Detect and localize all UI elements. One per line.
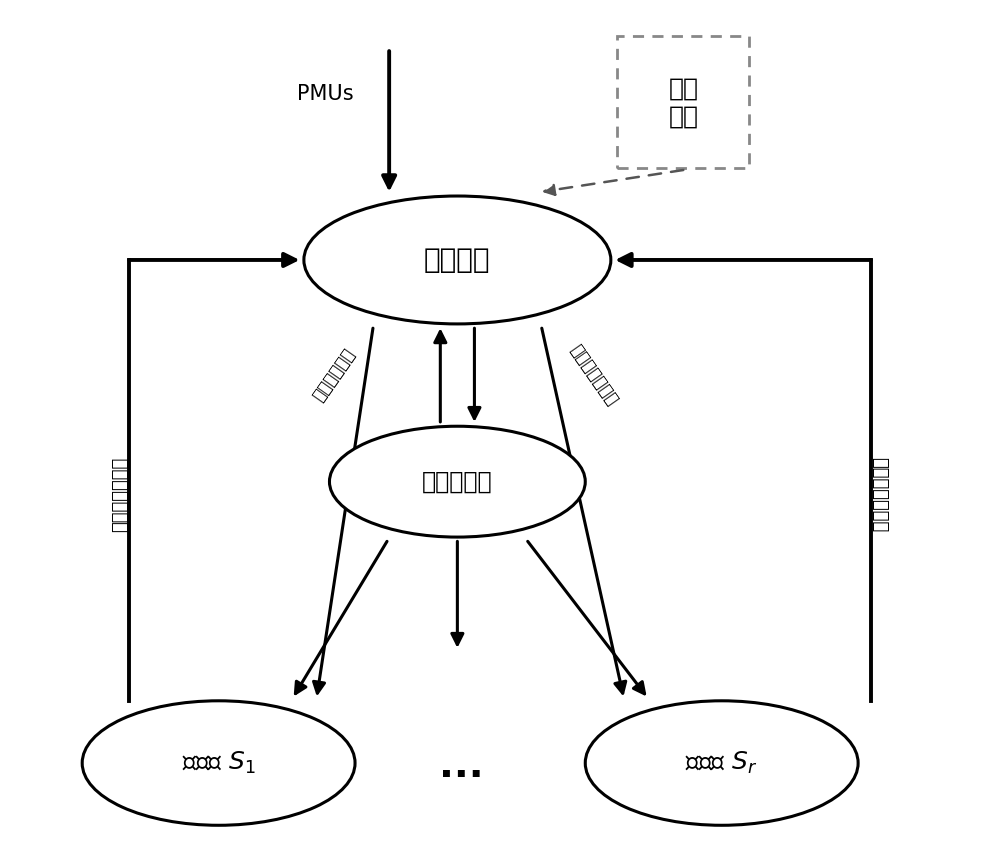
Ellipse shape: [585, 701, 858, 826]
Text: ···: ···: [439, 757, 484, 795]
Text: 连接线状态: 连接线状态: [422, 469, 493, 493]
Text: 边界节点状态量: 边界节点状态量: [870, 457, 888, 532]
Text: 子系统 $S_r$: 子系统 $S_r$: [685, 750, 758, 776]
Text: 协调系统: 协调系统: [424, 246, 491, 274]
Text: 子系统 $S_1$: 子系统 $S_1$: [182, 750, 256, 776]
Text: 内部节点状态: 内部节点状态: [309, 345, 358, 405]
Text: 线性
协调: 线性 协调: [668, 77, 698, 128]
Text: 边界节点状态量: 边界节点状态量: [112, 457, 130, 532]
Text: 内部节点状态量: 内部节点状态量: [566, 341, 621, 409]
Ellipse shape: [82, 701, 355, 826]
Ellipse shape: [329, 426, 585, 537]
FancyBboxPatch shape: [617, 36, 749, 168]
Text: PMUs: PMUs: [297, 84, 354, 103]
Ellipse shape: [304, 196, 611, 324]
